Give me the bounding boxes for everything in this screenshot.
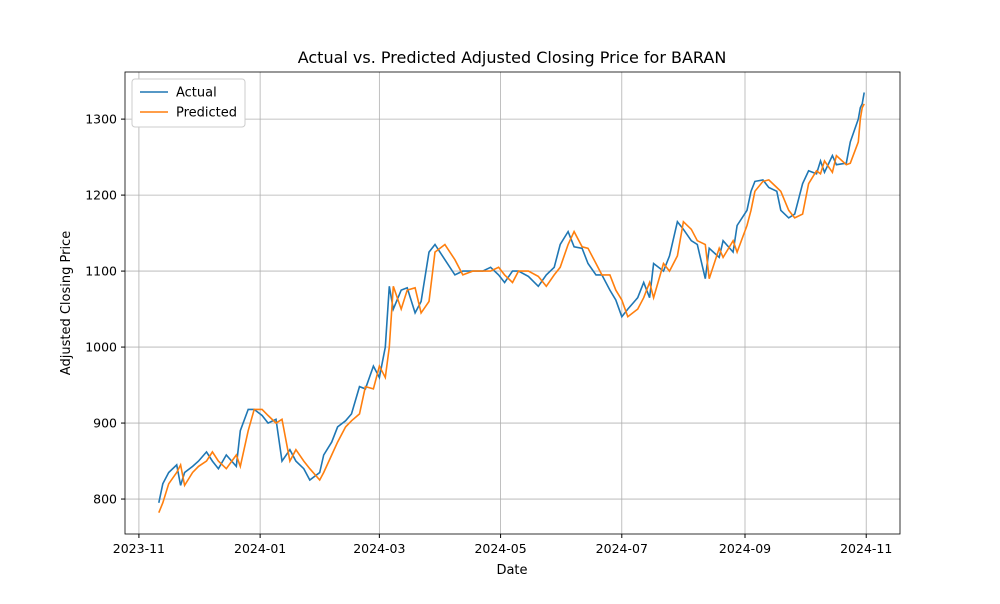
x-tick-label: 2023-11 <box>113 541 165 556</box>
legend-label: Actual <box>176 86 217 101</box>
data-line <box>158 92 865 503</box>
x-tick-label: 2024-03 <box>353 541 405 556</box>
plot-frame <box>124 71 901 535</box>
legend: Actual Predicted <box>131 78 246 128</box>
y-tick-label: 800 <box>93 492 117 507</box>
x-tick-label: 2024-11 <box>840 541 892 556</box>
x-tick-label: 2024-07 <box>596 541 648 556</box>
chart-title: Actual vs. Predicted Adjusted Closing Pr… <box>298 48 727 67</box>
y-axis-label: Adjusted Closing Price <box>59 231 74 375</box>
legend-label: Predicted <box>176 106 237 121</box>
y-tick-label: 1300 <box>85 112 117 127</box>
y-tick-label: 900 <box>93 416 117 431</box>
x-tick-label: 2024-01 <box>234 541 286 556</box>
x-axis-label: Date <box>496 563 527 578</box>
data-line <box>158 103 865 513</box>
x-tick-label: 2024-05 <box>474 541 526 556</box>
legend-box <box>131 78 246 128</box>
y-tick-label: 1200 <box>85 188 117 203</box>
y-tick-label: 1100 <box>85 264 117 279</box>
x-tick-label: 2024-09 <box>719 541 771 556</box>
y-tick-label: 1000 <box>85 340 117 355</box>
